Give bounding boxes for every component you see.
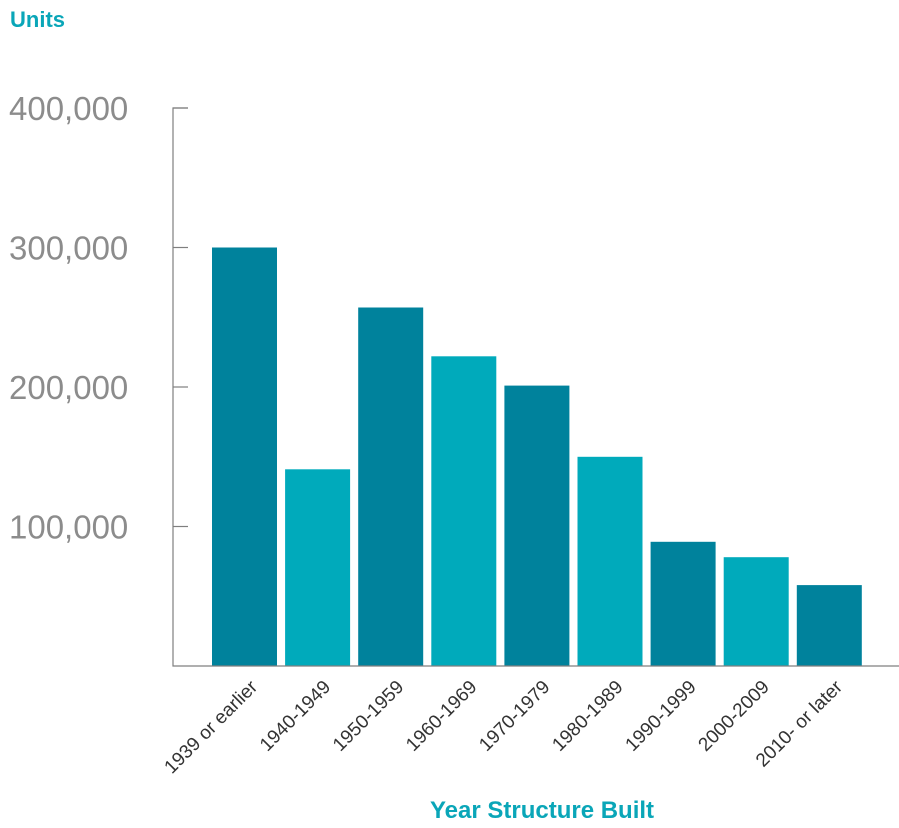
x-tick-label: 1960-1969 [402, 677, 481, 756]
bar [431, 356, 497, 666]
bar [504, 385, 570, 666]
x-axis: 1939 or earlier1940-19491950-19591960-19… [161, 676, 848, 778]
bar [212, 247, 277, 666]
x-tick-label: 2000-2009 [695, 677, 774, 756]
y-tick-label: 300,000 [9, 230, 128, 267]
bar [285, 469, 351, 666]
y-axis: 100,000 200,000 300,000 400,000 [9, 90, 188, 546]
y-tick-label: 400,000 [9, 90, 128, 127]
y-tick-label: 200,000 [9, 369, 128, 406]
bars [212, 247, 862, 667]
axis-line [172, 107, 899, 667]
x-tick-label: 1940-1949 [256, 677, 335, 756]
bar [358, 307, 424, 666]
x-axis-title: Year Structure Built [430, 797, 654, 824]
y-axis-title: Units [10, 7, 65, 32]
x-tick-label: 1980-1989 [548, 677, 627, 756]
bar [650, 541, 716, 666]
x-tick-label: 1939 or earlier [161, 676, 263, 778]
x-tick-label: 1990-1999 [622, 677, 701, 756]
y-tick-label: 100,000 [9, 509, 128, 546]
bar [577, 456, 643, 667]
bar [796, 585, 862, 666]
bar [723, 557, 789, 666]
x-tick-label: 1950-1959 [329, 677, 408, 756]
x-tick-label: 1970-1979 [475, 677, 554, 756]
